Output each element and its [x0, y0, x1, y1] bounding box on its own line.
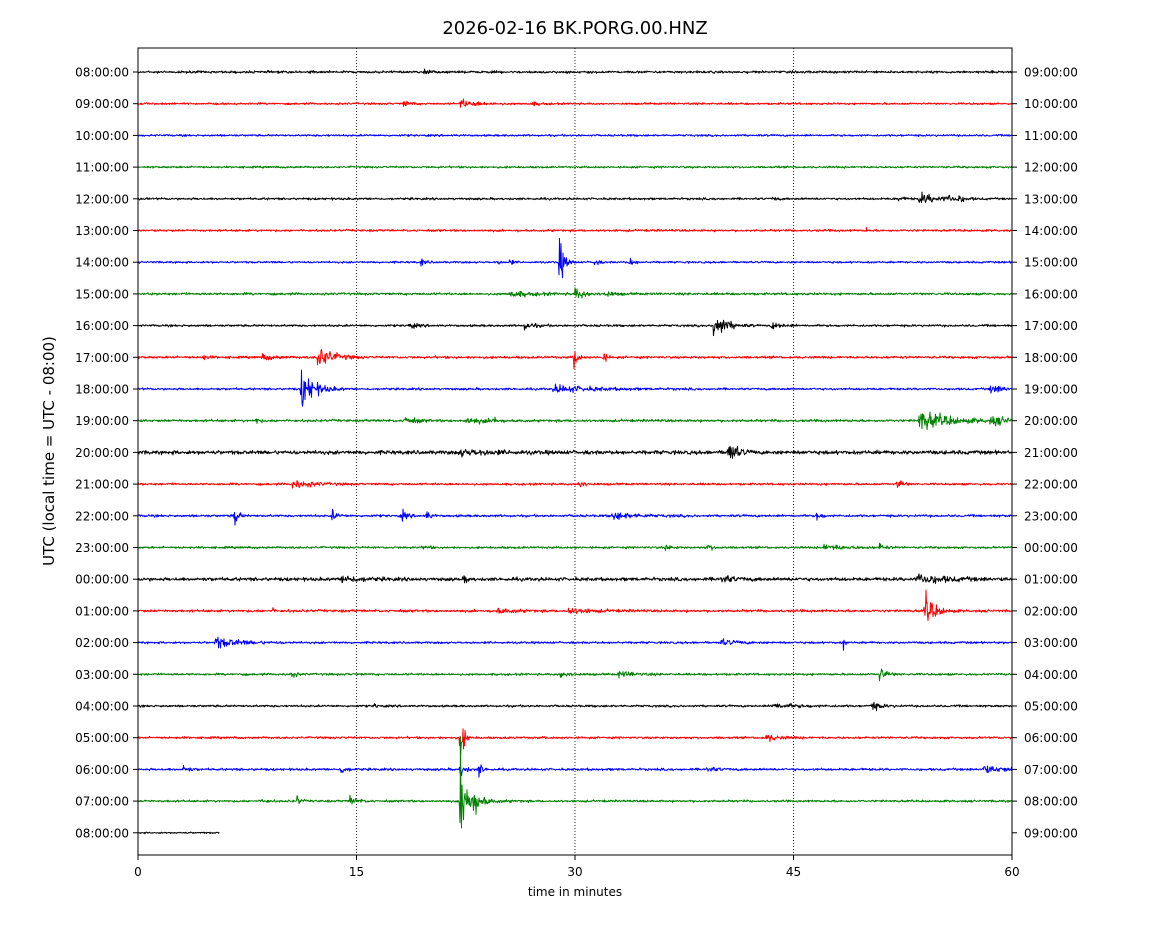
y-tick-label-right: 02:00:00	[1024, 604, 1078, 618]
y-tick-label-right: 22:00:00	[1024, 478, 1078, 492]
trace-row	[137, 238, 1013, 279]
x-ticks: 0 15 30 45 60	[134, 855, 1020, 879]
trace-row	[137, 287, 1013, 299]
trace-row	[137, 191, 1013, 203]
trace-row	[137, 764, 1013, 778]
y-tick-label-left: 01:00:00	[75, 604, 129, 618]
y-tick-label-left: 13:00:00	[75, 224, 129, 238]
y-tick-label-left: 19:00:00	[75, 414, 129, 428]
x-tick-label: 60	[1004, 865, 1019, 879]
x-axis-label: time in minutes	[528, 885, 622, 899]
y-tick-label-left: 21:00:00	[75, 478, 129, 492]
trace-row	[137, 831, 220, 835]
y-tick-label-left: 23:00:00	[75, 541, 129, 555]
y-tick-label-left: 03:00:00	[75, 668, 129, 682]
y-tick-label-left: 02:00:00	[75, 636, 129, 650]
y-tick-label-right: 21:00:00	[1024, 446, 1078, 460]
y-tick-label-right: 19:00:00	[1024, 383, 1078, 397]
y-tick-label-right: 07:00:00	[1024, 763, 1078, 777]
chart-title: 2026-02-16 BK.PORG.00.HNZ	[442, 18, 707, 39]
y-tick-label-right: 15:00:00	[1024, 256, 1078, 270]
y-tick-label-left: 08:00:00	[75, 66, 129, 80]
x-tick-label: 0	[134, 865, 142, 879]
trace-row	[137, 349, 1013, 370]
y-tick-label-left: 00:00:00	[75, 573, 129, 587]
trace-row	[137, 68, 1013, 75]
y-tick-label-right: 10:00:00	[1024, 97, 1078, 111]
trace-row	[137, 589, 1013, 621]
trace-row	[137, 480, 1013, 489]
y-axis-label: UTC (local time = UTC - 08:00)	[40, 336, 58, 566]
y-tick-label-left: 15:00:00	[75, 287, 129, 301]
y-tick-label-left: 17:00:00	[75, 351, 129, 365]
trace-row	[137, 736, 1013, 829]
y-tick-label-right: 09:00:00	[1024, 826, 1078, 840]
trace-row	[137, 165, 1013, 169]
y-tick-label-right: 14:00:00	[1024, 224, 1078, 238]
y-tick-label-right: 08:00:00	[1024, 795, 1078, 809]
trace-row	[137, 445, 1013, 459]
y-tick-label-left: 14:00:00	[75, 256, 129, 270]
y-tick-label-right: 12:00:00	[1024, 161, 1078, 175]
y-tick-label-right: 13:00:00	[1024, 192, 1078, 206]
y-tick-label-right: 01:00:00	[1024, 573, 1078, 587]
y-tick-label-left: 08:00:00	[75, 826, 129, 840]
trace-row	[137, 542, 1012, 551]
trace-row	[137, 701, 1013, 712]
trace-row	[137, 636, 1013, 651]
y-tick-label-right: 09:00:00	[1024, 66, 1078, 80]
y-tick-label-right: 17:00:00	[1024, 319, 1078, 333]
y-tick-label-right: 03:00:00	[1024, 636, 1078, 650]
y-tick-label-left: 18:00:00	[75, 383, 129, 397]
y-tick-label-left: 05:00:00	[75, 731, 129, 745]
traces	[137, 68, 1013, 835]
y-tick-label-left: 06:00:00	[75, 763, 129, 777]
y-tick-label-left: 12:00:00	[75, 192, 129, 206]
y-tick-label-left: 07:00:00	[75, 795, 129, 809]
y-tick-label-left: 16:00:00	[75, 319, 129, 333]
y-tick-label-right: 05:00:00	[1024, 700, 1078, 714]
trace-row	[137, 98, 1013, 108]
y-tick-label-left: 22:00:00	[75, 509, 129, 523]
gridlines	[356, 48, 794, 855]
trace-row	[137, 319, 1013, 337]
trace-row	[137, 369, 1013, 407]
y-tick-label-right: 23:00:00	[1024, 509, 1078, 523]
y-tick-label-left: 20:00:00	[75, 446, 129, 460]
y-tick-label-right: 18:00:00	[1024, 351, 1078, 365]
y-tick-label-left: 11:00:00	[75, 161, 129, 175]
y-tick-label-right: 00:00:00	[1024, 541, 1078, 555]
trace-row	[137, 728, 1013, 757]
x-tick-label: 45	[786, 865, 801, 879]
trace-row	[137, 133, 1013, 138]
y-tick-label-right: 11:00:00	[1024, 129, 1078, 143]
y-tick-label-left: 10:00:00	[75, 129, 129, 143]
trace-row	[137, 508, 1013, 526]
trace-row	[137, 668, 1013, 682]
x-tick-label: 15	[349, 865, 364, 879]
trace-row	[137, 411, 1013, 430]
trace-row	[137, 227, 1013, 233]
y-tick-label-left: 04:00:00	[75, 700, 129, 714]
trace-row	[137, 573, 1013, 584]
y-tick-label-right: 04:00:00	[1024, 668, 1078, 682]
y-tick-label-left: 09:00:00	[75, 97, 129, 111]
y-tick-label-right: 16:00:00	[1024, 287, 1078, 301]
y-ticks: 08:00:00 09:00:00 09:00:00 10:00:00 10:00:00…	[75, 66, 1078, 841]
x-tick-label: 30	[567, 865, 582, 879]
y-tick-label-right: 06:00:00	[1024, 731, 1078, 745]
y-tick-label-right: 20:00:00	[1024, 414, 1078, 428]
